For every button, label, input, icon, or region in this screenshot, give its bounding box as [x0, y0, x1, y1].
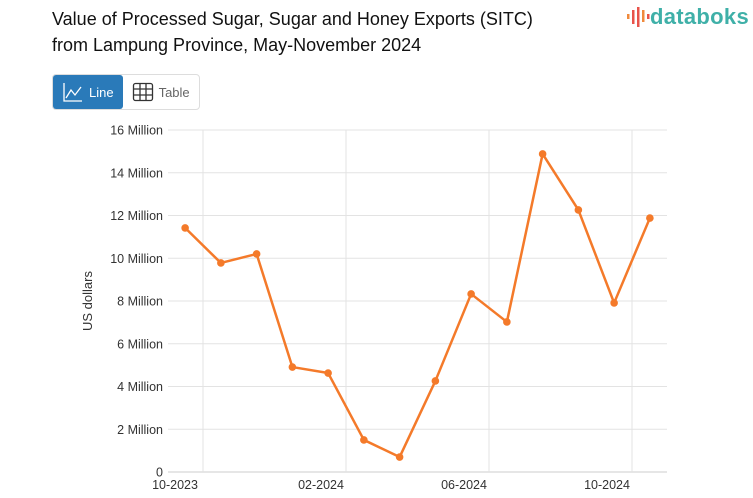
data-point — [503, 318, 511, 326]
title-line-2: from Lampung Province, May-November 2024 — [52, 35, 422, 55]
table-view-button[interactable]: Table — [123, 75, 199, 109]
y-axis-label: US dollars — [80, 271, 95, 331]
x-tick-label: 06-2024 — [441, 478, 487, 492]
y-tick-label: 2 Million — [117, 423, 163, 437]
line-view-label: Line — [89, 84, 114, 100]
y-tick-label: 14 Million — [110, 166, 163, 180]
data-point — [431, 377, 440, 385]
data-point — [324, 369, 332, 377]
chart-title: Value of Processed Sugar, Sugar and Hone… — [52, 6, 572, 58]
series-line — [184, 152, 652, 459]
y-tick-label: 8 Million — [117, 295, 163, 309]
line-chart-icon — [63, 83, 82, 102]
table-view-label: Table — [158, 84, 190, 100]
data-point — [288, 363, 297, 371]
view-toggle: Line Table — [52, 74, 200, 110]
x-tick-label: 02-2024 — [298, 478, 344, 492]
y-tick-label: 4 Million — [117, 380, 163, 394]
y-tick-label: 16 Million — [110, 124, 163, 138]
data-point — [574, 206, 583, 214]
data-point — [360, 436, 368, 444]
y-tick-label: 12 Million — [110, 209, 163, 223]
line-view-button[interactable]: Line — [53, 75, 123, 109]
data-point — [181, 224, 189, 232]
logo-bars-icon — [627, 7, 650, 27]
logo-text: databoks — [650, 4, 749, 29]
y-tick-label: 0 — [156, 466, 163, 480]
y-tick-label: 6 Million — [117, 337, 163, 351]
data-point — [252, 250, 261, 258]
databoks-logo: databoks — [626, 4, 749, 30]
data-point — [538, 150, 547, 158]
x-tick-label: 10-2024 — [584, 478, 630, 492]
y-tick-label: 10 Million — [110, 252, 163, 266]
table-grid-icon — [132, 82, 153, 102]
data-point — [646, 214, 654, 222]
data-point — [217, 259, 225, 267]
data-point — [467, 290, 475, 298]
data-point — [395, 453, 404, 461]
title-line-1: Value of Processed Sugar, Sugar and Hone… — [52, 9, 533, 29]
x-tick-label: 10-2023 — [152, 478, 198, 492]
data-point — [610, 299, 618, 307]
